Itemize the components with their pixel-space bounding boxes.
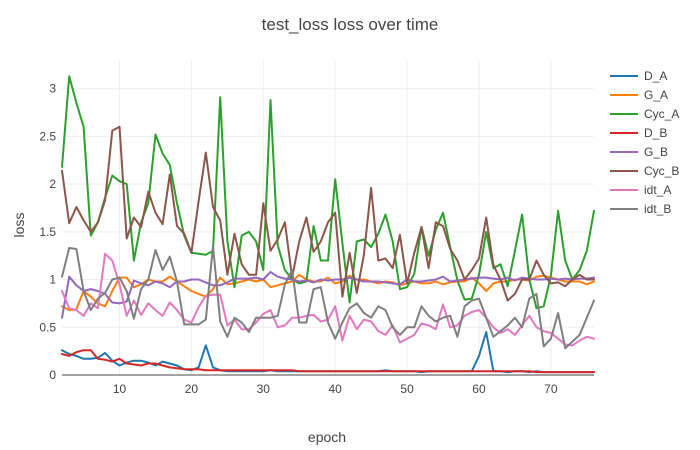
y-axis-title: loss (11, 213, 27, 238)
x-axis-title: epoch (308, 429, 346, 445)
legend[interactable]: D_A G_A Cyc_A D_B G_B Cyc_B idt_A idt_B (610, 69, 679, 216)
axes: 10 20 30 40 50 60 70 0 0.5 1 1.5 2 2.5 3 (39, 82, 594, 396)
series-line-g-b[interactable] (61, 270, 595, 319)
y-tick-label: 0.5 (39, 320, 56, 334)
series-line-idt-b[interactable] (61, 245, 595, 350)
series-line-d-b[interactable] (61, 349, 595, 374)
y-tick-label: 1.5 (39, 225, 56, 239)
series-line-idt-a[interactable] (61, 252, 595, 347)
legend-item-cyc-b[interactable]: Cyc_B (610, 164, 679, 178)
legend-label: D_B (644, 126, 667, 140)
x-tick-label: 50 (400, 382, 414, 396)
series-line-cyc-b[interactable] (61, 125, 595, 302)
legend-item-cyc-a[interactable]: Cyc_A (610, 107, 679, 121)
legend-item-d-b[interactable]: D_B (610, 126, 667, 140)
chart-title: test_loss loss over time (262, 15, 439, 34)
series-line-cyc-a[interactable] (61, 75, 595, 310)
legend-item-idt-b[interactable]: idt_B (610, 202, 671, 216)
x-tick-label: 30 (257, 382, 271, 396)
x-tick-label: 70 (544, 382, 558, 396)
x-tick-label: 60 (472, 382, 486, 396)
y-tick-label: 2 (49, 177, 56, 191)
legend-item-d-a[interactable]: D_A (610, 69, 667, 83)
legend-label: D_A (644, 69, 667, 83)
x-tick-label: 20 (185, 382, 199, 396)
legend-label: Cyc_A (644, 107, 679, 121)
legend-item-idt-a[interactable]: idt_A (610, 183, 671, 197)
plot-area (61, 75, 595, 374)
x-tick-label: 40 (329, 382, 343, 396)
legend-item-g-b[interactable]: G_B (610, 145, 668, 159)
y-tick-label: 3 (49, 82, 56, 96)
legend-label: idt_A (644, 183, 671, 197)
x-tick-label: 10 (113, 382, 127, 396)
legend-label: idt_B (644, 202, 671, 216)
y-tick-label: 2.5 (39, 129, 56, 143)
grid (62, 60, 594, 375)
legend-label: G_A (644, 88, 668, 102)
y-tick-label: 0 (49, 368, 56, 382)
legend-label: Cyc_B (644, 164, 679, 178)
legend-label: G_B (644, 145, 668, 159)
y-tick-label: 1 (49, 273, 56, 287)
legend-item-g-a[interactable]: G_A (610, 88, 668, 102)
